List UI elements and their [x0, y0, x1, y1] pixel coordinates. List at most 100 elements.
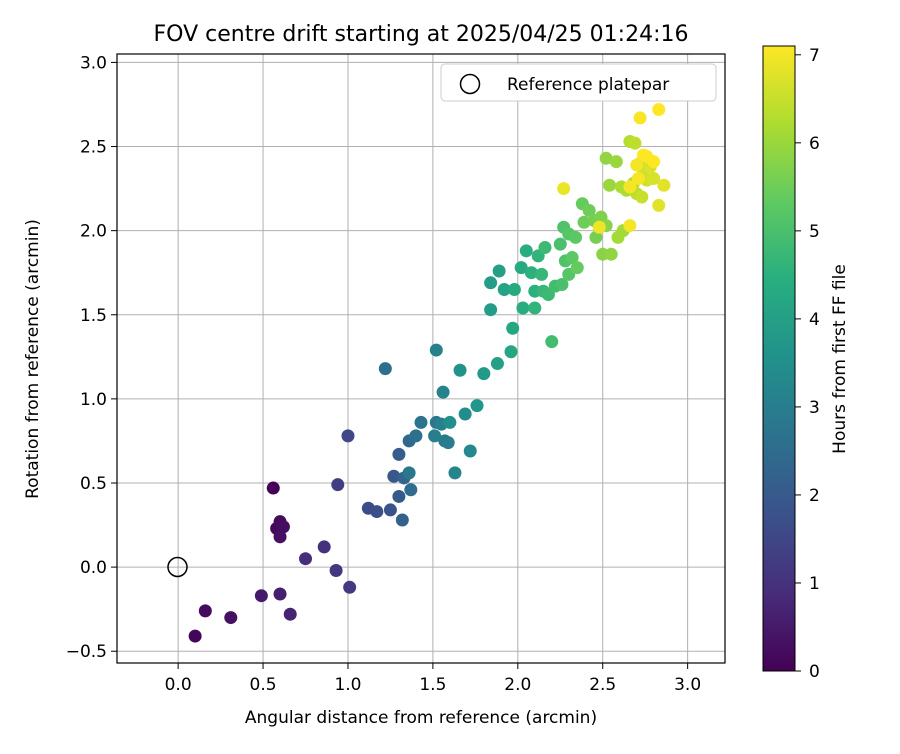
data-point — [553, 237, 567, 251]
data-point — [506, 321, 520, 335]
data-point — [276, 520, 290, 534]
data-point — [404, 483, 418, 497]
colorbar-tick-label: 2 — [809, 486, 820, 506]
data-point — [436, 385, 450, 399]
data-point — [458, 407, 472, 421]
data-points — [188, 103, 671, 643]
data-point — [463, 444, 477, 458]
colorbar-tick-label: 5 — [809, 222, 820, 242]
data-point — [331, 478, 345, 492]
data-point — [535, 267, 549, 281]
data-point — [448, 466, 462, 480]
y-axis-label: Rotation from reference (arcmin) — [23, 219, 43, 499]
y-tick-label: 2.5 — [80, 138, 107, 158]
data-point — [628, 136, 642, 150]
colorbar-tick-label: 7 — [809, 46, 820, 66]
data-point — [603, 178, 617, 192]
data-point — [329, 563, 343, 577]
legend-label: Reference platepar — [507, 75, 669, 95]
data-point — [343, 580, 357, 594]
data-point — [198, 604, 212, 618]
colorbar-tick-label: 4 — [809, 310, 820, 330]
colorbar-tick-label: 6 — [809, 134, 820, 154]
plot-frame — [116, 53, 726, 664]
x-tick-label: 1.5 — [419, 675, 446, 695]
data-point — [188, 629, 202, 643]
data-point — [604, 247, 618, 261]
legend-marker-icon — [459, 73, 481, 95]
data-point — [383, 503, 397, 517]
data-point — [589, 230, 603, 244]
data-point — [273, 587, 287, 601]
y-tick-label: 2.0 — [80, 222, 107, 242]
data-point — [428, 429, 442, 443]
data-point — [254, 589, 268, 603]
y-tick-label: 1.5 — [80, 306, 107, 326]
data-point — [592, 220, 606, 234]
colorbar-tick-label: 0 — [809, 662, 820, 682]
data-point — [429, 343, 443, 357]
data-point — [470, 399, 484, 413]
data-point — [609, 155, 623, 169]
data-point — [341, 429, 355, 443]
data-point — [378, 362, 392, 376]
data-point — [317, 540, 331, 554]
data-point — [524, 266, 538, 280]
data-point — [555, 277, 569, 291]
data-point — [635, 190, 649, 204]
data-point — [266, 481, 280, 495]
data-point — [528, 301, 542, 315]
x-tick-label: 0.5 — [250, 675, 277, 695]
x-tick-label: 2.5 — [589, 675, 616, 695]
data-point — [370, 505, 384, 519]
legend-box — [440, 63, 717, 102]
x-tick-label: 0.0 — [165, 675, 192, 695]
data-point — [623, 180, 637, 194]
data-point — [387, 469, 401, 483]
data-point — [630, 158, 644, 172]
data-point — [647, 171, 661, 185]
data-point — [409, 429, 423, 443]
data-point — [453, 363, 467, 377]
colorbar-tick-label: 3 — [809, 398, 820, 418]
x-tick-label: 3.0 — [674, 675, 701, 695]
data-point — [273, 530, 287, 544]
x-axis-ticks: 0.0 0.5 1.0 1.5 2.0 2.5 3.0 — [165, 663, 701, 695]
colorbar-ticks: 0 1 2 3 4 5 6 7 — [795, 46, 820, 682]
data-point — [507, 283, 521, 297]
data-point — [652, 198, 666, 212]
x-axis-label: Angular distance from reference (arcmin) — [245, 708, 597, 728]
colorbar-tick-label: 1 — [809, 574, 820, 594]
data-point — [516, 301, 530, 315]
data-point — [582, 203, 596, 217]
data-point — [441, 436, 455, 450]
data-point — [647, 155, 661, 169]
data-point — [283, 607, 297, 621]
data-point — [565, 251, 579, 265]
y-tick-label: 1.0 — [80, 390, 107, 410]
data-point — [395, 513, 409, 527]
data-point — [402, 466, 416, 480]
reference-platepar-marker — [167, 556, 188, 578]
y-axis-ticks: −0.5 0.0 0.5 1.0 1.5 2.0 2.5 3.0 — [66, 53, 117, 662]
data-point — [631, 171, 645, 185]
data-point — [224, 611, 238, 625]
legend: Reference platepar — [440, 63, 717, 102]
data-point — [492, 264, 506, 278]
data-point — [392, 489, 406, 503]
y-tick-label: −0.5 — [66, 642, 107, 662]
data-point — [623, 219, 637, 233]
data-point — [538, 240, 552, 254]
colorbar-gradient — [762, 45, 796, 672]
data-point — [657, 178, 671, 192]
data-point — [484, 276, 498, 290]
data-point — [484, 303, 498, 317]
chart-title: FOV centre drift starting at 2025/04/25 … — [154, 22, 689, 47]
data-point — [633, 111, 647, 125]
y-tick-label: 0.5 — [80, 474, 107, 494]
data-point — [392, 447, 406, 461]
x-tick-label: 2.0 — [504, 675, 531, 695]
data-point — [557, 182, 571, 196]
data-point — [477, 367, 491, 381]
